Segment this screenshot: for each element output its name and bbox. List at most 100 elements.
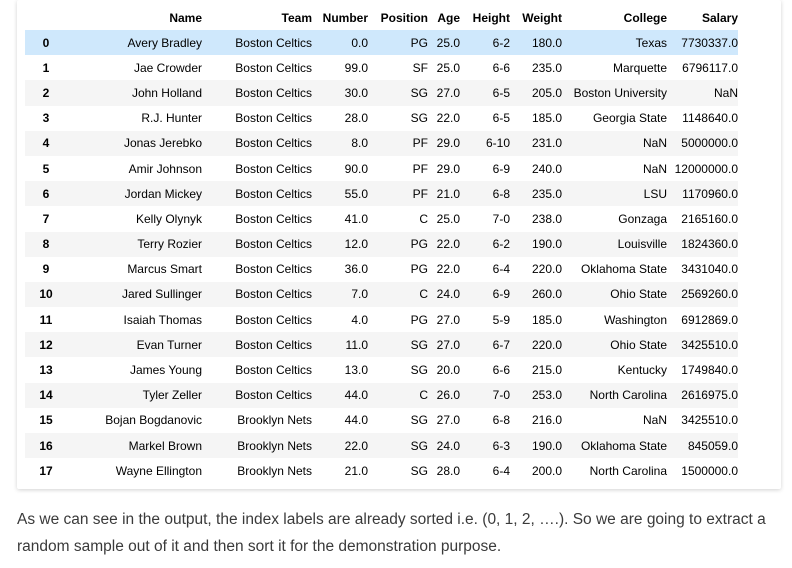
row-index: 16 bbox=[39, 438, 53, 453]
table-cell: 6-4 bbox=[492, 262, 510, 277]
table-cell: 260.0 bbox=[531, 287, 562, 302]
table-cell: 845059.0 bbox=[687, 438, 738, 453]
table-cell: Louisville bbox=[617, 237, 667, 252]
table-cell: 99.0 bbox=[344, 60, 368, 75]
table-cell: Evan Turner bbox=[136, 337, 202, 352]
table-cell: 220.0 bbox=[531, 262, 562, 277]
index-header bbox=[25, 6, 67, 30]
table-cell: Bojan Bogdanovic bbox=[105, 413, 202, 428]
table-cell: 7-0 bbox=[492, 388, 510, 403]
table-cell: 220.0 bbox=[531, 337, 562, 352]
table-cell: 6-10 bbox=[485, 136, 510, 151]
table-cell: SG bbox=[410, 463, 428, 478]
table-row: 15 Bojan Bogdanovic Brooklyn Nets 44.0 SG 27.… bbox=[25, 408, 738, 433]
table-row: 1 Jae Crowder Boston Celtics 99.0 SF 25.0 6-6 2… bbox=[25, 55, 738, 80]
table-cell: 240.0 bbox=[531, 161, 562, 176]
header-row: Name Team Number Position Age Height Weight Col… bbox=[25, 6, 738, 30]
table-cell: Boston Celtics bbox=[235, 161, 312, 176]
table-cell: Oklahoma State bbox=[580, 438, 667, 453]
table-cell: Kentucky bbox=[617, 363, 667, 378]
table-cell: 6912869.0 bbox=[681, 312, 738, 327]
table-cell: SG bbox=[410, 413, 428, 428]
column-header: Age bbox=[437, 11, 460, 25]
table-cell: SG bbox=[410, 85, 428, 100]
row-index: 5 bbox=[42, 161, 50, 176]
table-cell: Boston Celtics bbox=[235, 211, 312, 226]
table-cell: 0.0 bbox=[351, 35, 368, 50]
table-cell: 22.0 bbox=[436, 111, 460, 126]
table-cell: PG bbox=[410, 35, 428, 50]
table-cell: Boston Celtics bbox=[235, 363, 312, 378]
table-cell: Boston Celtics bbox=[235, 262, 312, 277]
table-cell: 6-3 bbox=[492, 438, 510, 453]
table-cell: 235.0 bbox=[531, 186, 562, 201]
table-cell: 29.0 bbox=[436, 136, 460, 151]
table-row: 8 Terry Rozier Boston Celtics 12.0 PG 22.0 6-2… bbox=[25, 231, 738, 257]
table-cell: Jae Crowder bbox=[133, 60, 202, 75]
table-cell: 185.0 bbox=[531, 111, 562, 126]
table-row: 4 Jonas Jerebko Boston Celtics 8.0 PF 29.0 6-1… bbox=[25, 130, 738, 156]
table-cell: 1824360.0 bbox=[681, 237, 738, 252]
table-cell: Washington bbox=[604, 312, 667, 327]
table-cell: PG bbox=[410, 237, 428, 252]
table-cell: 30.0 bbox=[344, 85, 368, 100]
table-cell: Texas bbox=[635, 35, 667, 50]
table-cell: PG bbox=[410, 312, 428, 327]
table-cell: 25.0 bbox=[436, 60, 460, 75]
table-cell: Amir Johnson bbox=[128, 161, 202, 176]
table-cell: 24.0 bbox=[436, 438, 460, 453]
table-cell: NaN bbox=[642, 413, 667, 428]
row-index: 10 bbox=[39, 287, 53, 302]
table-cell: James Young bbox=[129, 363, 202, 378]
row-index: 4 bbox=[42, 136, 50, 151]
table-cell: 6-8 bbox=[492, 413, 510, 428]
table-cell: Jared Sullinger bbox=[121, 287, 202, 302]
table-cell: 21.0 bbox=[436, 186, 460, 201]
table-cell: 6-2 bbox=[492, 237, 510, 252]
table-row: 2 John Holland Boston Celtics 30.0 SG 27.0 6-5… bbox=[25, 80, 738, 106]
column-header: Salary bbox=[701, 11, 738, 25]
table-cell: 190.0 bbox=[531, 438, 562, 453]
table-cell: 27.0 bbox=[436, 85, 460, 100]
column-header: Position bbox=[380, 11, 428, 25]
table-cell: 2569260.0 bbox=[681, 287, 738, 302]
table-cell: 6-5 bbox=[492, 85, 510, 100]
table-cell: 235.0 bbox=[531, 60, 562, 75]
table-cell: 6-6 bbox=[492, 363, 510, 378]
table-cell: 25.0 bbox=[436, 211, 460, 226]
table-cell: 44.0 bbox=[344, 413, 368, 428]
table-cell: 21.0 bbox=[344, 463, 368, 478]
table-cell: NaN bbox=[642, 161, 667, 176]
table-cell: Marquette bbox=[612, 60, 667, 75]
table-cell: SF bbox=[412, 60, 428, 75]
table-cell: PG bbox=[410, 262, 428, 277]
table-cell: SG bbox=[410, 363, 428, 378]
row-index: 3 bbox=[42, 111, 50, 126]
table-cell: John Holland bbox=[131, 85, 202, 100]
table-cell: SG bbox=[410, 337, 428, 352]
table-cell: Ohio State bbox=[610, 337, 667, 352]
table-cell: 27.0 bbox=[436, 413, 460, 428]
table-cell: 20.0 bbox=[436, 363, 460, 378]
column-header: Name bbox=[169, 11, 202, 25]
table-cell: 253.0 bbox=[531, 388, 562, 403]
table-cell: 3431040.0 bbox=[681, 262, 738, 277]
table-row: 13 James Young Boston Celtics 13.0 SG 20.0 6-6… bbox=[25, 357, 738, 382]
table-cell: North Carolina bbox=[589, 388, 667, 403]
table-cell: 7.0 bbox=[351, 287, 368, 302]
row-index: 6 bbox=[42, 186, 50, 201]
table-cell: 26.0 bbox=[436, 388, 460, 403]
table-cell: 41.0 bbox=[344, 211, 368, 226]
table-cell: 28.0 bbox=[344, 111, 368, 126]
table-cell: Kelly Olynyk bbox=[135, 211, 202, 226]
dataframe-table: Name Team Number Position Age Height Weight Col… bbox=[25, 6, 738, 483]
table-cell: 4.0 bbox=[351, 312, 368, 327]
table-cell: R.J. Hunter bbox=[141, 111, 202, 126]
column-header: Number bbox=[322, 11, 368, 25]
table-cell: 22.0 bbox=[344, 438, 368, 453]
row-index: 7 bbox=[42, 211, 50, 226]
table-cell: 24.0 bbox=[436, 287, 460, 302]
table-cell: 185.0 bbox=[531, 312, 562, 327]
table-cell: 11.0 bbox=[345, 337, 368, 352]
table-cell: LSU bbox=[643, 186, 667, 201]
